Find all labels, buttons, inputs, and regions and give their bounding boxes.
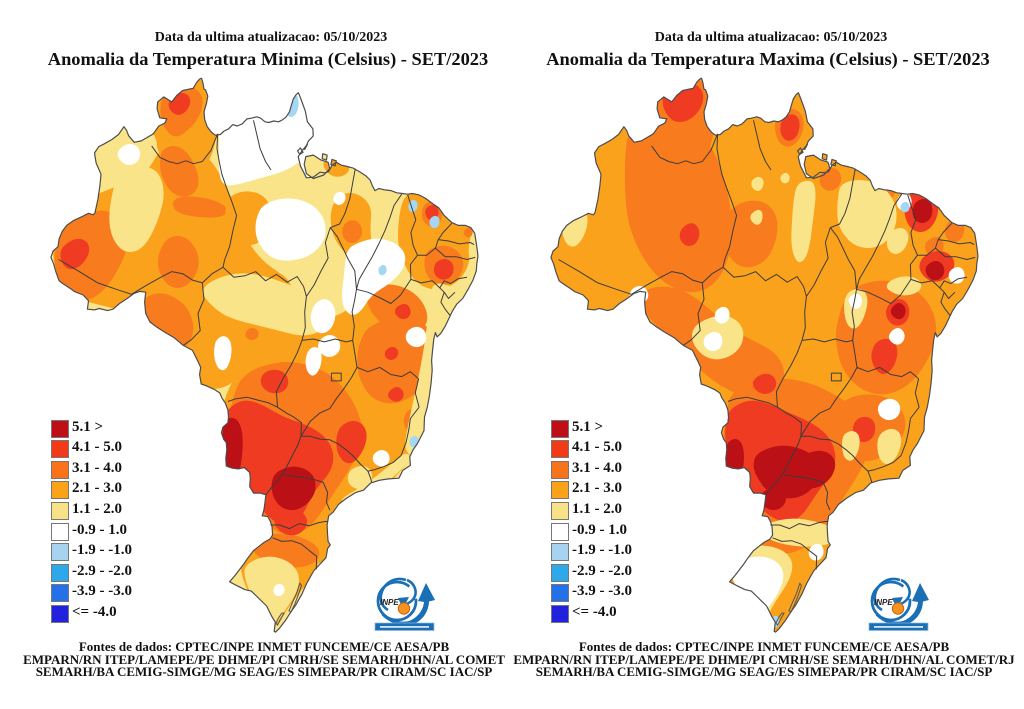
svg-text:INPE: INPE [874,598,893,607]
svg-text:INPE: INPE [380,598,399,607]
